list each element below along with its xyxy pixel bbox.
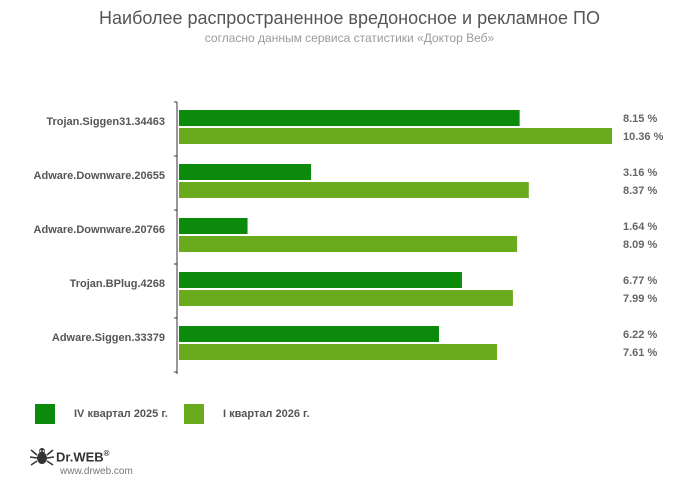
bar-q1-2026 [179, 128, 612, 144]
data-label: 8.09 % [623, 239, 657, 251]
legend-swatch-q4-2025 [35, 404, 55, 424]
data-label: 1.64 % [623, 221, 657, 233]
bar-q1-2026 [179, 290, 513, 306]
category-label: Adware.Downware.20766 [34, 224, 165, 236]
data-label: 3.16 % [623, 167, 657, 179]
legend-label-q4-2025: IV квартал 2025 г. [74, 408, 168, 420]
brand-name: Dr.WEB® [56, 449, 110, 465]
chart-subtitle: согласно данным сервиса статистики «Докт… [204, 31, 495, 45]
data-label: 6.22 % [623, 329, 657, 341]
data-label: 8.37 % [623, 185, 657, 197]
category-label: Adware.Siggen.33379 [52, 332, 165, 344]
category-label: Trojan.Siggen31.34463 [46, 116, 165, 128]
spider-logo-icon [29, 448, 55, 466]
data-label: 8.15 % [623, 113, 657, 125]
data-label: 7.61 % [623, 347, 657, 359]
bar-q4-2025 [179, 326, 439, 342]
brand-registered-mark: ® [103, 449, 110, 458]
bar-q4-2025 [179, 110, 520, 126]
legend-swatch-q1-2026 [184, 404, 204, 424]
category-label: Trojan.BPlug.4268 [70, 278, 165, 290]
drweb-brand: Dr.WEB® www.drweb.com [29, 446, 133, 477]
bar-q1-2026 [179, 236, 518, 252]
data-label: 7.99 % [623, 293, 657, 305]
data-label: 6.77 % [623, 275, 657, 287]
brand-url-text: www.drweb.com [60, 466, 133, 477]
brand-url: www.drweb.com [60, 466, 133, 477]
category-label: Adware.Downware.20655 [34, 170, 165, 182]
bar-q1-2026 [179, 344, 498, 360]
data-label: 10.36 % [623, 131, 664, 143]
legend-label-q1-2026: I квартал 2026 г. [223, 408, 310, 420]
bar-q4-2025 [179, 272, 462, 288]
bar-q1-2026 [179, 182, 529, 198]
bar-q4-2025 [179, 218, 248, 234]
bar-q4-2025 [179, 164, 312, 180]
chart-title: Наиболее распространенное вредоносное и … [99, 8, 600, 28]
